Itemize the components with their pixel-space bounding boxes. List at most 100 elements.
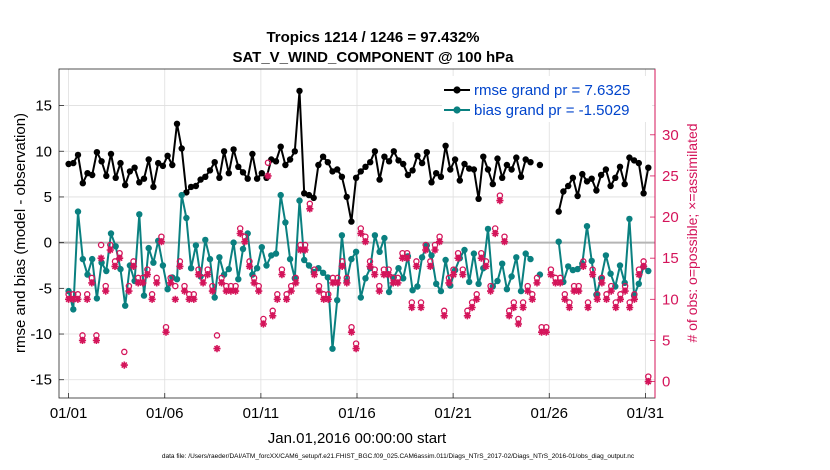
series-point xyxy=(272,250,280,257)
series-point xyxy=(159,162,167,170)
assimilated-obs-marker xyxy=(347,328,356,336)
assimilated-obs-marker xyxy=(310,271,318,279)
y-axis-right-label: # of obs: o=possible; ×=assimilated xyxy=(684,123,700,342)
assimilated-obs-marker xyxy=(116,254,124,262)
y-tick-right-layer: 0 5 10 15 20 25 30 xyxy=(650,69,679,398)
series-point xyxy=(385,158,393,165)
series-point xyxy=(461,246,468,254)
series-point xyxy=(79,180,87,187)
series-point xyxy=(324,159,331,166)
series-point xyxy=(626,154,633,161)
series-point xyxy=(527,159,534,166)
series-point xyxy=(305,262,313,269)
series-point xyxy=(305,191,313,199)
series-point xyxy=(513,254,520,261)
assimilated-obs-marker xyxy=(264,172,272,180)
assimilated-obs-marker xyxy=(630,295,638,303)
y-left-tick-label: -5 xyxy=(39,280,52,297)
y-axis-left-label: rmse and bias (model - observation) xyxy=(12,113,29,353)
assimilated-obs-marker xyxy=(463,312,471,320)
assimilated-obs-marker xyxy=(97,254,105,262)
series-point xyxy=(414,283,421,290)
series-point xyxy=(607,182,614,190)
series-point xyxy=(362,275,369,282)
assimilated-obs-marker xyxy=(88,279,96,287)
series-point xyxy=(348,218,355,225)
series-point xyxy=(588,257,595,265)
assimilated-obs-marker xyxy=(500,238,509,246)
series-point xyxy=(480,153,487,160)
assimilated-obs-marker xyxy=(361,238,369,246)
assimilated-obs-marker xyxy=(445,279,453,287)
series-point xyxy=(381,153,388,160)
series-point xyxy=(150,259,157,266)
assimilated-obs-marker xyxy=(551,279,560,287)
assimilated-obs-marker xyxy=(278,271,286,279)
assimilated-obs-marker xyxy=(524,287,532,295)
assimilated-obs-marker xyxy=(125,287,133,295)
series-point xyxy=(211,159,218,166)
assimilated-obs-marker xyxy=(556,279,564,287)
assimilated-obs-marker xyxy=(222,287,230,295)
assimilated-obs-marker xyxy=(213,345,221,353)
series-point xyxy=(315,161,322,169)
series-point xyxy=(107,230,115,237)
y-left-tick-label: 0 xyxy=(44,235,52,252)
series-point xyxy=(192,182,200,190)
assimilated-obs-marker xyxy=(436,238,444,246)
possible-obs-marker xyxy=(264,159,272,166)
assimilated-obs-marker xyxy=(640,262,648,270)
series-point xyxy=(376,176,383,183)
assimilated-obs-marker xyxy=(598,279,606,287)
series-point xyxy=(494,277,501,285)
series-point xyxy=(583,223,591,230)
series-point xyxy=(338,232,346,239)
series-point xyxy=(277,191,284,199)
series-point xyxy=(140,292,148,299)
assimilated-obs-marker xyxy=(380,271,388,279)
assimilated-obs-marker xyxy=(635,271,643,279)
series-point xyxy=(385,288,393,296)
assimilated-obs-marker xyxy=(626,303,634,312)
series-point xyxy=(183,214,190,222)
series-point xyxy=(414,152,421,159)
series-point xyxy=(371,232,379,239)
assimilated-obs-marker xyxy=(143,271,151,279)
series-point xyxy=(263,262,270,269)
series-point xyxy=(645,267,652,275)
assimilated-obs-marker xyxy=(167,279,175,287)
series-point xyxy=(187,265,195,272)
series-point xyxy=(574,265,581,273)
series-point xyxy=(225,170,232,177)
series-point xyxy=(645,164,652,171)
assimilated-obs-marker xyxy=(449,271,458,279)
data-file-footnote: data file: /Users/raeder/DAI/ATM_forcXX/… xyxy=(162,453,635,460)
series-point xyxy=(456,177,463,184)
assimilated-obs-marker xyxy=(343,279,351,287)
series-point xyxy=(93,295,101,302)
assimilated-obs-marker xyxy=(134,279,142,287)
series-point xyxy=(513,154,520,161)
series-point xyxy=(395,157,402,164)
series-point xyxy=(433,170,440,177)
series-point xyxy=(126,168,134,175)
series-point xyxy=(216,254,223,261)
series-point xyxy=(216,174,223,181)
series-point xyxy=(202,236,209,244)
series-point xyxy=(103,172,110,180)
assimilated-obs-marker xyxy=(519,303,527,312)
series-point xyxy=(418,159,426,167)
assimilated-obs-marker xyxy=(194,271,203,279)
assimilated-obs-marker xyxy=(65,295,73,303)
series-point xyxy=(253,175,261,182)
assimilated-obs-marker xyxy=(621,287,629,295)
series-point xyxy=(155,159,162,167)
assimilated-obs-marker xyxy=(180,287,189,295)
series-point xyxy=(296,197,303,204)
series-point xyxy=(98,158,105,165)
series-point xyxy=(494,155,501,162)
series-point xyxy=(536,161,544,169)
series-point xyxy=(310,194,317,202)
assimilated-obs-marker xyxy=(185,295,193,303)
x-tick-label: 01/26 xyxy=(530,405,568,422)
